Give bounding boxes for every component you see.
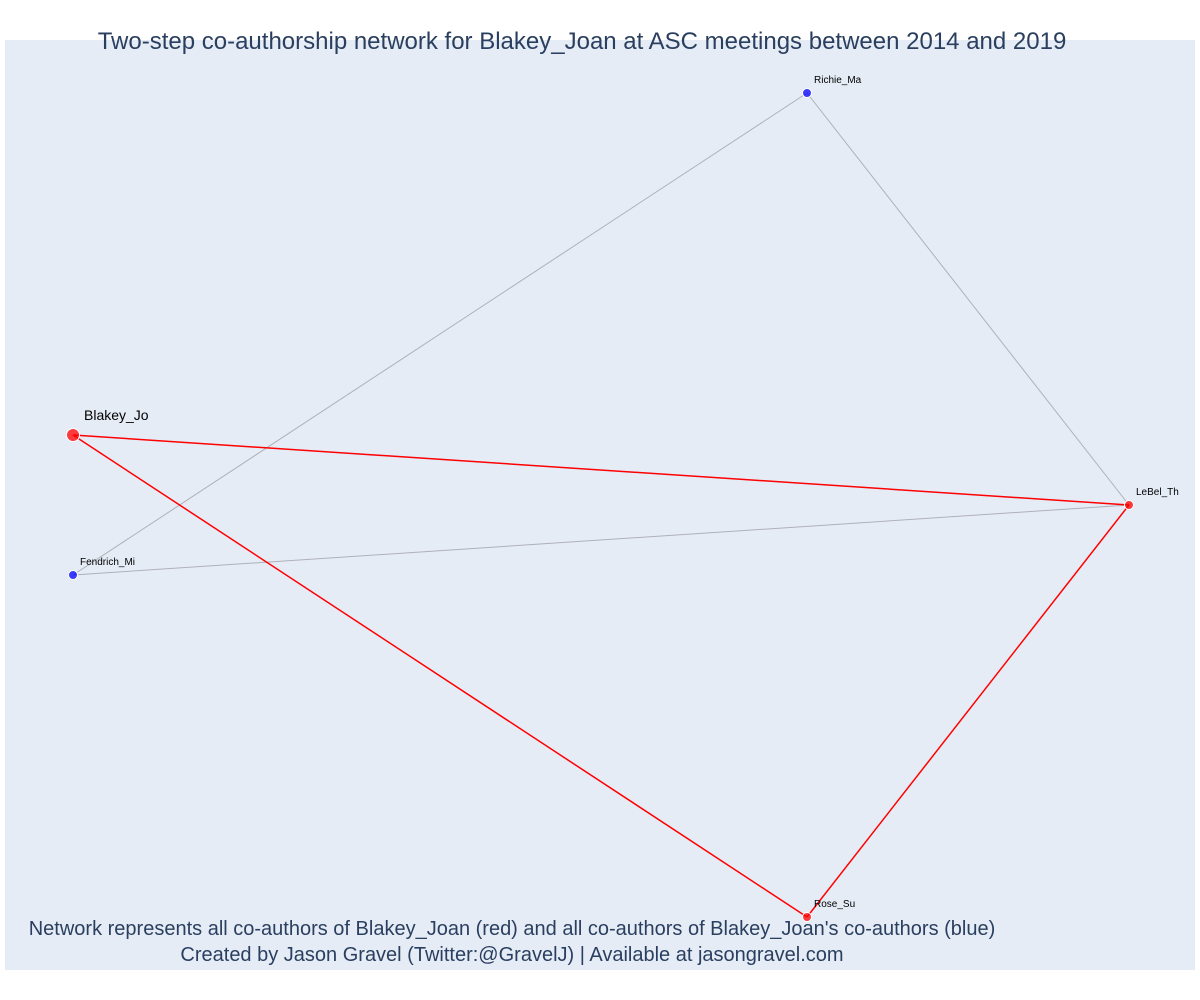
node-marker[interactable] — [68, 570, 78, 580]
node-marker[interactable] — [1124, 500, 1134, 510]
caption-line-2: Created by Jason Gravel (Twitter:@Gravel… — [180, 944, 844, 966]
node-blakey-jo[interactable]: Blakey_Jo — [66, 407, 149, 442]
plot-area — [5, 40, 1195, 970]
node-label: Richie_Ma — [814, 75, 862, 86]
edges-layer — [72, 92, 1130, 918]
edge-fendrich_mi-lebel_th — [72, 504, 1130, 576]
node-marker[interactable] — [802, 912, 812, 922]
node-rose-su[interactable]: Rose_Su — [802, 899, 856, 922]
node-marker[interactable] — [66, 428, 80, 442]
node-label: LeBel_Th — [1136, 487, 1179, 498]
nodes-layer: Blakey_Jo LeBel_Th Rose_Su Richie_Ma Fendric… — [66, 75, 1179, 922]
chart-title: Two-step co-authorship network for Blake… — [97, 28, 1067, 55]
edge-blakey_jo-lebel_th — [72, 434, 1130, 506]
edge-lebel_th-rose_su — [806, 504, 1130, 918]
caption: Network represents all co-authors of Bla… — [0, 916, 1024, 968]
node-marker[interactable] — [802, 88, 812, 98]
node-richie-ma[interactable]: Richie_Ma — [802, 75, 862, 98]
node-label: Fendrich_Mi — [80, 557, 135, 568]
node-fendrich-mi[interactable]: Fendrich_Mi — [68, 557, 136, 580]
node-label: Blakey_Jo — [84, 407, 149, 423]
edge-richie_ma-fendrich_mi — [72, 92, 808, 576]
edge-richie_ma-lebel_th — [806, 92, 1130, 506]
node-label: Rose_Su — [814, 899, 855, 910]
caption-line-1: Network represents all co-authors of Bla… — [28, 918, 996, 940]
node-lebel-th[interactable]: LeBel_Th — [1124, 487, 1179, 510]
edge-blakey_jo-rose_su — [72, 434, 808, 918]
